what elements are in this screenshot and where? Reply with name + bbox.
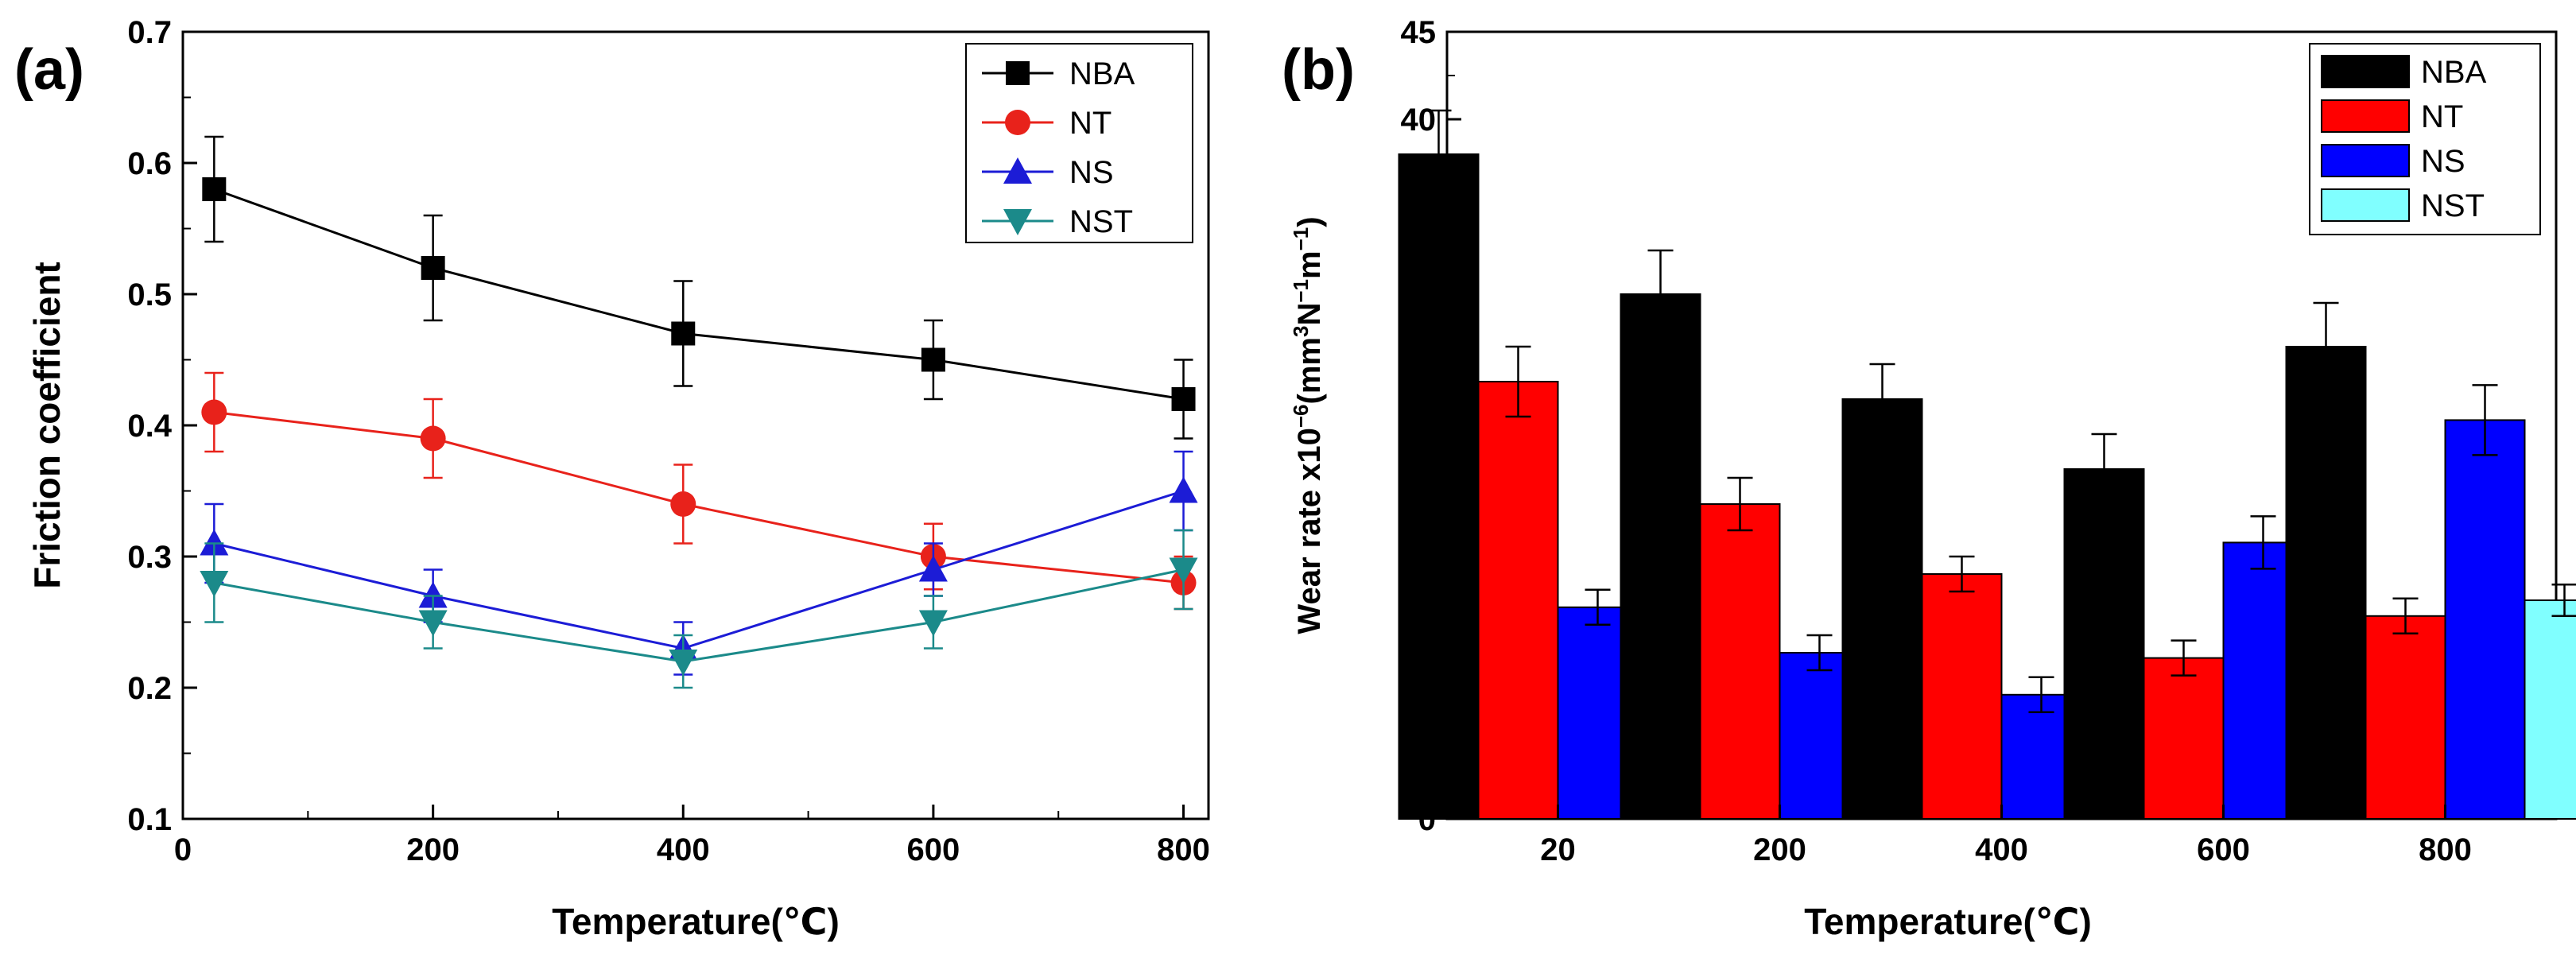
friction-point-nt bbox=[670, 491, 696, 517]
wear-ylabel-exp2: 3 bbox=[1289, 326, 1313, 337]
wear-legend-label-ns: NS bbox=[2421, 144, 2465, 179]
friction-x-tick-label: 600 bbox=[907, 832, 960, 867]
wear-bar-nba bbox=[1841, 398, 1923, 820]
wear-bar-nt bbox=[1699, 503, 1781, 820]
wear-bar-nba bbox=[2063, 468, 2145, 820]
wear-ylabel-m: m bbox=[1292, 250, 1327, 279]
friction-series-group bbox=[200, 135, 1198, 689]
wear-ylabel-exp1: −6 bbox=[1289, 404, 1313, 428]
friction-legend-label-ns: NS bbox=[1069, 155, 1114, 190]
friction-y-axis: 0.1 0.2 0.3 0.4 0.5 0.6 0.7 bbox=[127, 15, 197, 837]
wear-y-tick-label: 40 bbox=[1401, 103, 1437, 138]
friction-point-nst bbox=[418, 610, 448, 637]
wear-bar-nt bbox=[2365, 615, 2446, 820]
wear-x-tick-label: 200 bbox=[1753, 832, 1806, 867]
friction-y-tick-label: 0.1 bbox=[127, 802, 172, 837]
friction-point-nba bbox=[921, 347, 945, 372]
wear-x-tick-label: 600 bbox=[2197, 832, 2250, 867]
wear-bar-nba bbox=[1398, 153, 1480, 820]
wear-legend-label-nba: NBA bbox=[2421, 55, 2487, 90]
friction-point-ns bbox=[918, 555, 948, 582]
wear-x-tick-label: 800 bbox=[2419, 832, 2472, 867]
friction-legend-marker-nba bbox=[1006, 61, 1030, 85]
friction-point-nst bbox=[200, 571, 229, 597]
friction-point-nst bbox=[669, 650, 698, 676]
wear-legend-label-nt: NT bbox=[2421, 99, 2463, 134]
friction-point-ns bbox=[200, 529, 229, 556]
friction-point-nba bbox=[421, 256, 445, 280]
wear-x-axis-title: Temperature(℃) bbox=[1804, 901, 2092, 942]
panel-label-b: (b) bbox=[1282, 38, 1355, 102]
friction-y-tick-label: 0.6 bbox=[127, 146, 172, 181]
friction-y-tick-label: 0.5 bbox=[127, 277, 172, 312]
friction-y-tick-label: 0.3 bbox=[127, 540, 172, 575]
wear-y-axis-title: Wear rate x10−6(mm3N−1m−1) bbox=[1289, 216, 1327, 634]
wear-x-tick-label: 20 bbox=[1540, 832, 1576, 867]
wear-ylabel-prefix: Wear rate x10 bbox=[1292, 428, 1327, 634]
wear-ylabel-n: N bbox=[1292, 303, 1327, 326]
friction-y-tick-label: 0.4 bbox=[127, 409, 172, 444]
friction-y-tick-label: 0.2 bbox=[127, 671, 172, 706]
wear-legend: NBA NT NS NST bbox=[2309, 43, 2541, 235]
wear-bar-nba bbox=[2285, 346, 2367, 820]
friction-legend: NBA NT NS NST bbox=[965, 43, 1193, 243]
friction-point-nba bbox=[202, 177, 227, 201]
wear-y-tick-label: 45 bbox=[1401, 15, 1437, 50]
friction-x-axis-title: Temperature(℃) bbox=[552, 901, 840, 942]
wear-bar-ns bbox=[2444, 419, 2526, 820]
friction-point-nst bbox=[1169, 557, 1198, 584]
friction-point-nba bbox=[671, 321, 696, 346]
friction-line-nt bbox=[214, 411, 1184, 584]
friction-legend-label-nba: NBA bbox=[1069, 56, 1135, 91]
friction-point-ns bbox=[418, 581, 448, 608]
wear-ylabel-exp4: −1 bbox=[1289, 227, 1313, 251]
friction-y-tick-label: 0.7 bbox=[127, 15, 172, 50]
friction-line-nst bbox=[214, 568, 1184, 663]
friction-point-nt bbox=[420, 425, 446, 452]
friction-legend-marker-nt bbox=[1005, 110, 1030, 135]
friction-legend-marker-ns bbox=[1003, 157, 1032, 184]
friction-x-tick-label: 400 bbox=[657, 832, 710, 867]
friction-y-axis-title: Friction coefficient bbox=[26, 262, 68, 588]
panel-label-a: (a) bbox=[14, 38, 84, 102]
wear-ylabel-end: ) bbox=[1292, 216, 1327, 227]
friction-point-nba bbox=[1171, 387, 1196, 411]
friction-legend-label-nt: NT bbox=[1069, 106, 1111, 141]
wear-bar-nt bbox=[2143, 657, 2225, 820]
wear-legend-label-nst: NST bbox=[2421, 188, 2485, 223]
wear-legend-swatch-nst bbox=[2321, 188, 2410, 222]
wear-x-axis: 20 200 400 600 800 bbox=[1540, 805, 2472, 867]
friction-chart: (a) 0.10.20.30.40.50.60.7 0 200 400 600 800 … bbox=[14, 15, 1210, 942]
friction-legend-label-nst: NST bbox=[1069, 204, 1133, 239]
wear-bar-nba bbox=[1620, 293, 1701, 820]
friction-point-ns bbox=[1169, 476, 1198, 503]
friction-point-nst bbox=[918, 610, 948, 637]
wear-legend-swatch-nt bbox=[2321, 99, 2410, 133]
friction-x-tick-label: 200 bbox=[406, 832, 460, 867]
wear-bars-group bbox=[1398, 109, 2576, 820]
wear-ylabel-exp3: −1 bbox=[1289, 279, 1313, 303]
friction-x-axis: 0 200 400 600 800 bbox=[174, 805, 1210, 867]
friction-legend-marker-nst bbox=[1003, 209, 1032, 235]
friction-x-tick-label: 800 bbox=[1157, 832, 1210, 867]
wear-bar-nt bbox=[1921, 573, 2003, 820]
friction-line-ns bbox=[213, 490, 1184, 650]
wear-legend-swatch-ns bbox=[2321, 144, 2410, 177]
friction-x-tick-label: 0 bbox=[174, 832, 192, 867]
wear-bar-nt bbox=[1477, 381, 1559, 820]
wear-x-tick-label: 400 bbox=[1975, 832, 2028, 867]
wear-legend-swatch-nba bbox=[2321, 55, 2410, 88]
wear-ylabel-mid: (mm bbox=[1292, 337, 1327, 404]
friction-point-nt bbox=[201, 399, 227, 425]
wear-bar-nst bbox=[2524, 599, 2576, 820]
